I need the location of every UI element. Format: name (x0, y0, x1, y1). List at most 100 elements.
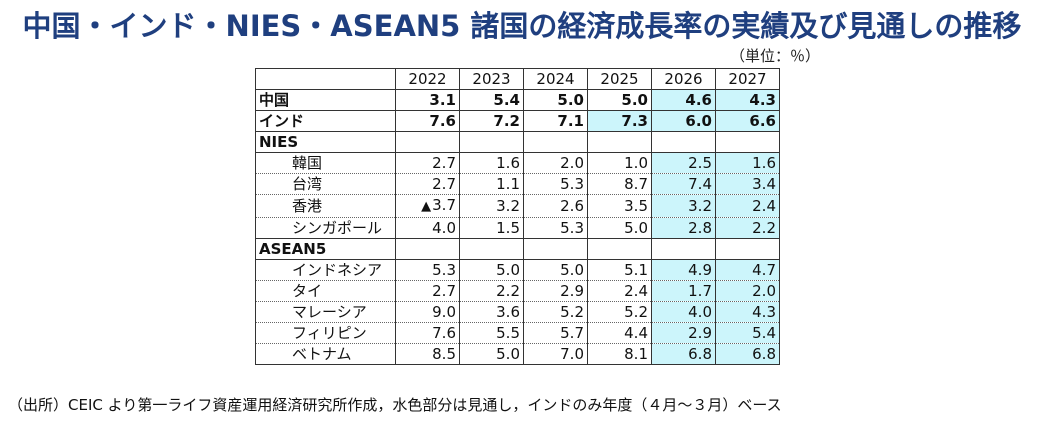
forecast-cell: 6.8 (715, 343, 780, 365)
forecast-cell: 1.6 (715, 152, 780, 174)
header-year-forecast: 2027 (715, 68, 780, 90)
row-label: 中国 (255, 89, 396, 111)
value-cell: 5.2 (523, 301, 588, 323)
value-cell: 2.4 (587, 280, 652, 302)
empty-cell (523, 131, 588, 153)
table-row-group-nies: NIES (255, 131, 780, 153)
value-cell: 7.0 (523, 343, 588, 365)
table-row-thailand: タイ 2.7 2.2 2.9 2.4 1.7 2.0 (255, 280, 780, 302)
value-cell: 2.2 (459, 280, 524, 302)
value-cell: 2.7 (395, 173, 460, 195)
forecast-cell: 4.3 (715, 301, 780, 323)
table-row-indonesia: インドネシア 5.3 5.0 5.0 5.1 4.9 4.7 (255, 259, 780, 281)
empty-cell (395, 238, 460, 260)
forecast-cell: 6.6 (715, 110, 780, 132)
forecast-cell: 6.0 (651, 110, 716, 132)
value-cell: 5.7 (523, 322, 588, 344)
forecast-cell: 5.4 (715, 322, 780, 344)
value-cell: 5.3 (395, 259, 460, 281)
value-cell: 1.5 (459, 217, 524, 239)
forecast-cell: 4.0 (651, 301, 716, 323)
value-cell: 3.1 (395, 89, 460, 111)
value-cell: 2.6 (523, 194, 588, 218)
row-label: ベトナム (255, 343, 396, 365)
table-row-hongkong: 香港 ▲3.7 3.2 2.6 3.5 3.2 2.4 (255, 194, 780, 218)
forecast-cell: 3.2 (651, 194, 716, 218)
value-cell: 5.0 (587, 89, 652, 111)
empty-cell (459, 131, 524, 153)
forecast-cell: 2.8 (651, 217, 716, 239)
header-year-forecast: 2026 (651, 68, 716, 90)
value-cell: ▲3.7 (395, 194, 460, 218)
table-row-taiwan: 台湾 2.7 1.1 5.3 8.7 7.4 3.4 (255, 173, 780, 195)
value-text: 3.7 (432, 196, 456, 214)
value-cell: 5.3 (523, 173, 588, 195)
forecast-cell: 2.2 (715, 217, 780, 239)
table-row-malaysia: マレーシア 9.0 3.6 5.2 5.2 4.0 4.3 (255, 301, 780, 323)
forecast-cell: 2.0 (715, 280, 780, 302)
empty-cell (395, 131, 460, 153)
row-label: 台湾 (255, 173, 396, 195)
value-cell: 5.0 (523, 259, 588, 281)
value-cell: 5.1 (587, 259, 652, 281)
row-label: 香港 (255, 194, 396, 218)
value-cell: 2.7 (395, 152, 460, 174)
row-label: フィリピン (255, 322, 396, 344)
group-label: NIES (255, 131, 396, 153)
empty-cell (459, 238, 524, 260)
value-cell: 5.0 (459, 259, 524, 281)
value-cell: 5.5 (459, 322, 524, 344)
header-year: 2022 (395, 68, 460, 90)
header-corner (255, 68, 396, 90)
value-cell: 4.4 (587, 322, 652, 344)
empty-cell (523, 238, 588, 260)
header-row: 2022 2023 2024 2025 2026 2027 (255, 68, 780, 90)
table-row-vietnam: ベトナム 8.5 5.0 7.0 8.1 6.8 6.8 (255, 343, 780, 365)
forecast-cell: 3.4 (715, 173, 780, 195)
empty-cell (587, 238, 652, 260)
table-row-group-asean5: ASEAN5 (255, 238, 780, 260)
row-label: タイ (255, 280, 396, 302)
value-cell: 1.0 (587, 152, 652, 174)
header-year: 2025 (587, 68, 652, 90)
value-cell: 2.0 (523, 152, 588, 174)
row-label: 韓国 (255, 152, 396, 174)
table-row-singapore: シンガポール 4.0 1.5 5.3 5.0 2.8 2.2 (255, 217, 780, 239)
forecast-cell: 4.7 (715, 259, 780, 281)
empty-cell (715, 131, 780, 153)
forecast-cell: 2.4 (715, 194, 780, 218)
value-cell: 1.1 (459, 173, 524, 195)
group-label: ASEAN5 (255, 238, 396, 260)
negative-marker: ▲ (421, 199, 432, 214)
table-row-korea: 韓国 2.7 1.6 2.0 1.0 2.5 1.6 (255, 152, 780, 174)
value-cell: 4.0 (395, 217, 460, 239)
table-row-india: インド 7.6 7.2 7.1 7.3 6.0 6.6 (255, 110, 780, 132)
value-cell: 7.6 (395, 322, 460, 344)
forecast-cell: 1.7 (651, 280, 716, 302)
forecast-cell: 7.3 (587, 110, 652, 132)
row-label: インドネシア (255, 259, 396, 281)
header-year: 2024 (523, 68, 588, 90)
row-label: インド (255, 110, 396, 132)
empty-cell (651, 131, 716, 153)
forecast-cell: 7.4 (651, 173, 716, 195)
forecast-cell: 6.8 (651, 343, 716, 365)
row-label: マレーシア (255, 301, 396, 323)
forecast-cell: 4.6 (651, 89, 716, 111)
table-row-philippines: フィリピン 7.6 5.5 5.7 4.4 2.9 5.4 (255, 322, 780, 344)
empty-cell (651, 238, 716, 260)
source-footnote: （出所）CEIC より第一ライフ資産運用経済研究所作成，水色部分は見通し，インド… (8, 396, 782, 414)
page-title: 中国・インド・NIES・ASEAN5 諸国の経済成長率の実績及び見通しの推移 (22, 9, 1022, 43)
forecast-cell: 2.9 (651, 322, 716, 344)
empty-cell (587, 131, 652, 153)
value-cell: 5.0 (523, 89, 588, 111)
value-cell: 5.2 (587, 301, 652, 323)
value-cell: 5.4 (459, 89, 524, 111)
forecast-cell: 4.3 (715, 89, 780, 111)
value-cell: 5.0 (587, 217, 652, 239)
header-year: 2023 (459, 68, 524, 90)
value-cell: 8.5 (395, 343, 460, 365)
forecast-cell: 4.9 (651, 259, 716, 281)
value-cell: 8.7 (587, 173, 652, 195)
value-cell: 7.6 (395, 110, 460, 132)
